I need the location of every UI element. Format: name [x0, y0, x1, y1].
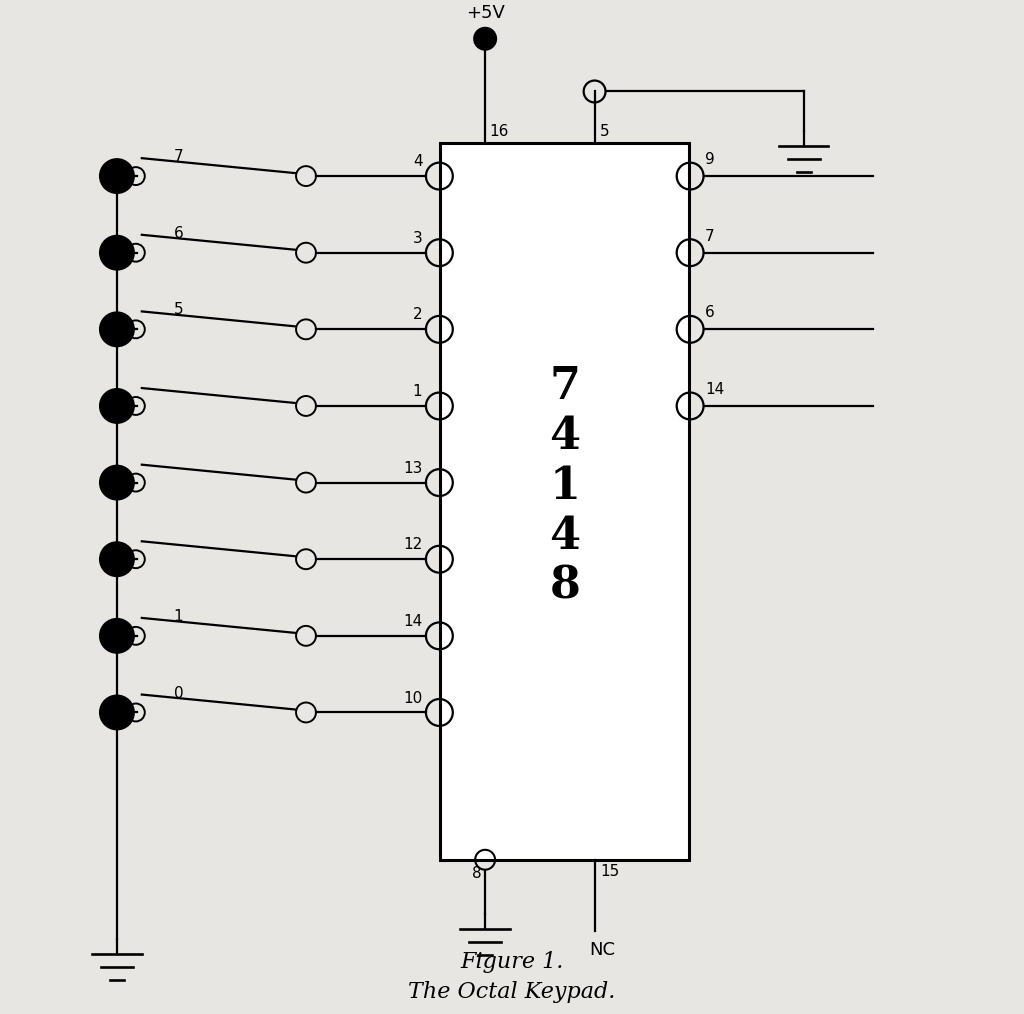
Text: 3: 3 [413, 231, 423, 245]
Text: 7: 7 [706, 229, 715, 243]
Text: 0: 0 [174, 685, 183, 701]
Text: 8: 8 [471, 866, 481, 881]
Circle shape [474, 27, 496, 50]
Text: 15: 15 [600, 864, 620, 879]
Circle shape [100, 696, 134, 729]
Text: 6: 6 [706, 305, 715, 320]
Circle shape [100, 389, 134, 423]
Text: 12: 12 [403, 537, 423, 553]
Text: 5: 5 [174, 302, 183, 317]
Text: 4: 4 [413, 154, 423, 169]
Text: 10: 10 [403, 691, 423, 706]
Circle shape [100, 542, 134, 576]
Text: NC: NC [590, 941, 615, 959]
Text: 14: 14 [706, 382, 724, 397]
Bar [440, 143, 689, 860]
Circle shape [100, 312, 134, 346]
Circle shape [100, 236, 134, 270]
Text: 1: 1 [413, 384, 423, 399]
Text: 7: 7 [174, 149, 183, 164]
Text: 1: 1 [174, 608, 183, 624]
Circle shape [100, 465, 134, 500]
Text: Figure 1.: Figure 1. [461, 951, 563, 973]
Circle shape [100, 619, 134, 653]
Text: 9: 9 [706, 152, 715, 167]
Text: 6: 6 [174, 226, 183, 240]
Text: 7
4
1
4
8: 7 4 1 4 8 [549, 365, 581, 607]
Text: 16: 16 [489, 125, 509, 139]
Text: +5V: +5V [466, 4, 505, 22]
Text: 2: 2 [413, 307, 423, 322]
Text: 13: 13 [403, 460, 423, 476]
Text: The Octal Keypad.: The Octal Keypad. [409, 982, 615, 1003]
Text: 5: 5 [600, 125, 609, 139]
Text: 14: 14 [403, 613, 423, 629]
Circle shape [100, 159, 134, 193]
